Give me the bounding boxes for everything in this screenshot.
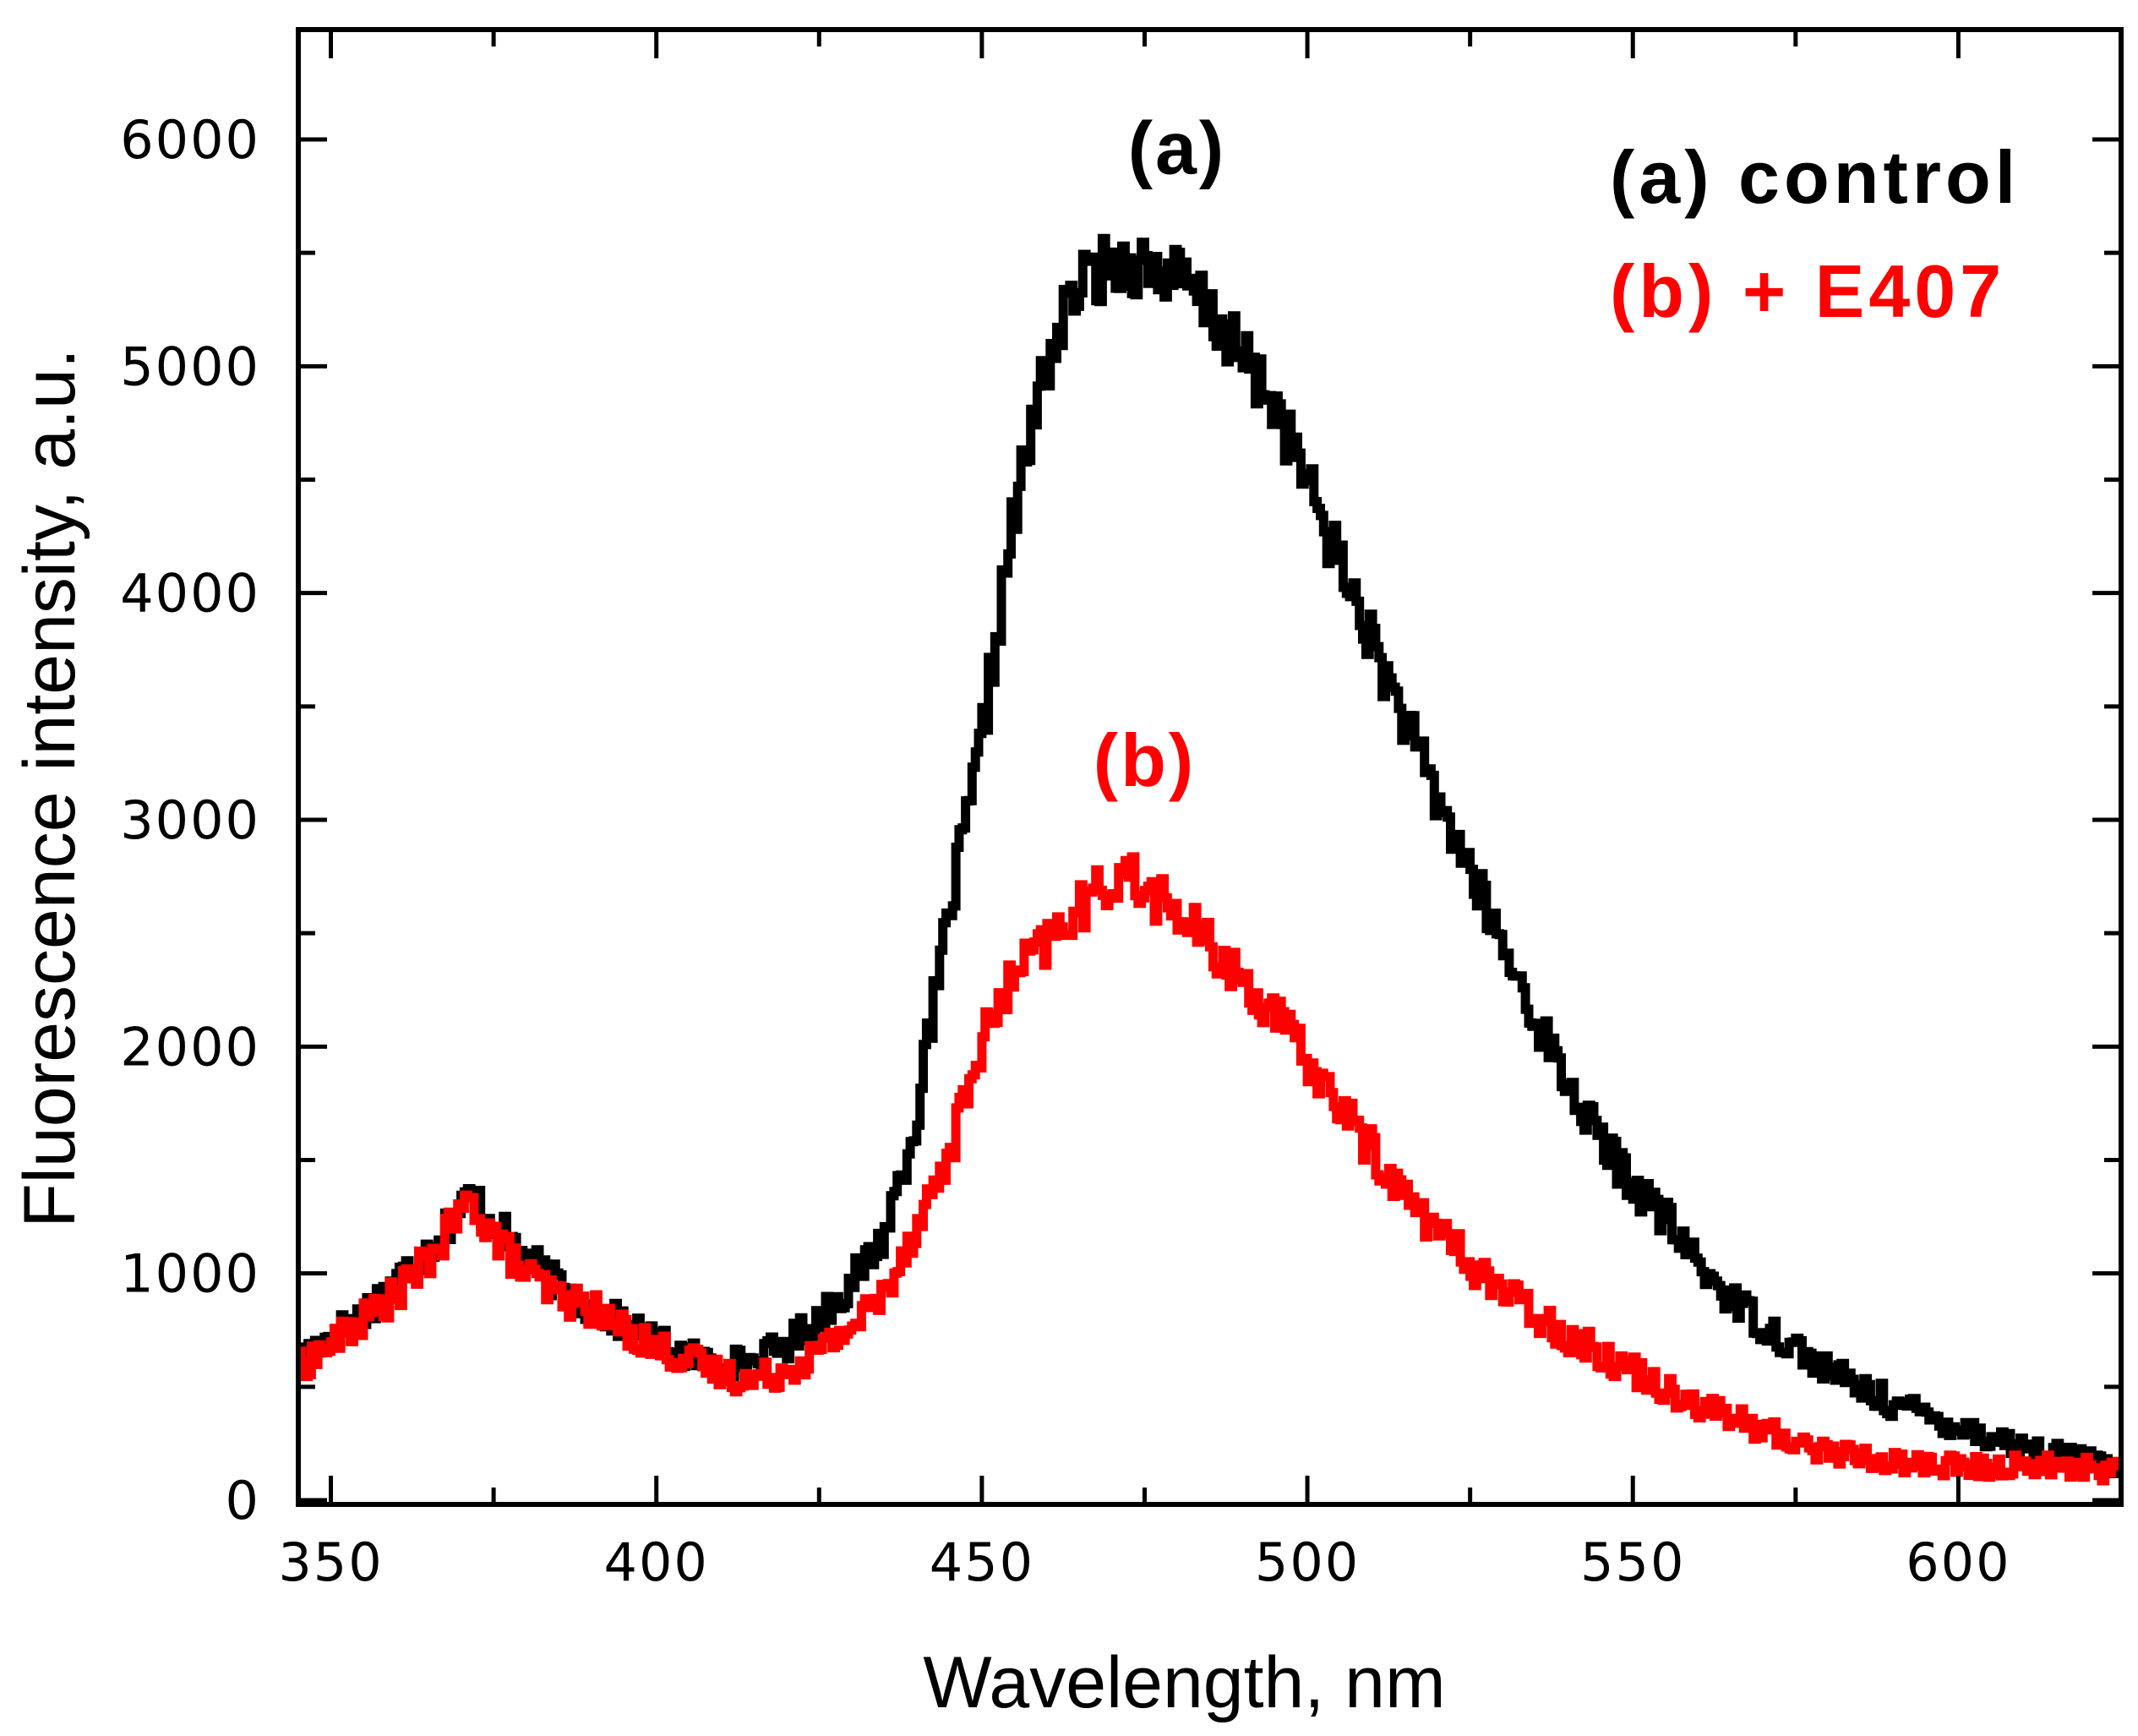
y-axis-title: Fluorescence intensity, a.u. xyxy=(9,348,90,1227)
y-tick-label: 0 xyxy=(226,1470,260,1531)
legend-entry-control: (a) control xyxy=(1610,135,2020,219)
x-tick-label: 400 xyxy=(604,1531,709,1593)
x-tick-label: 600 xyxy=(1906,1531,2010,1593)
plot-frame xyxy=(296,27,2124,1507)
x-tick-label: 450 xyxy=(930,1531,1034,1593)
series-layer xyxy=(293,233,2123,1486)
x-tick-label: 500 xyxy=(1255,1531,1360,1593)
x-tick-label: 550 xyxy=(1580,1531,1685,1593)
curve-annotation-a: (a) xyxy=(1128,106,1227,189)
legend-entry-e407: (b) + E407 xyxy=(1610,249,2005,333)
series-line-b xyxy=(293,852,2123,1486)
y-tick-label: 5000 xyxy=(120,336,260,397)
y-tick-label: 6000 xyxy=(120,109,260,171)
y-tick-label: 4000 xyxy=(120,563,260,625)
y-tick-label: 3000 xyxy=(120,789,260,851)
left-margin-mask xyxy=(0,0,298,1736)
y-tick-label: 2000 xyxy=(120,1016,260,1078)
curve-annotation-b: (b) xyxy=(1094,718,1196,802)
right-margin-mask xyxy=(2121,0,2138,1736)
text-layer: 350 400 450 500 550 6000100020003000400050006… xyxy=(9,106,2020,1723)
x-tick-label: 350 xyxy=(278,1531,383,1593)
y-tick-label: 1000 xyxy=(120,1243,260,1305)
x-axis-title: Wavelength, nm xyxy=(923,1642,1445,1723)
